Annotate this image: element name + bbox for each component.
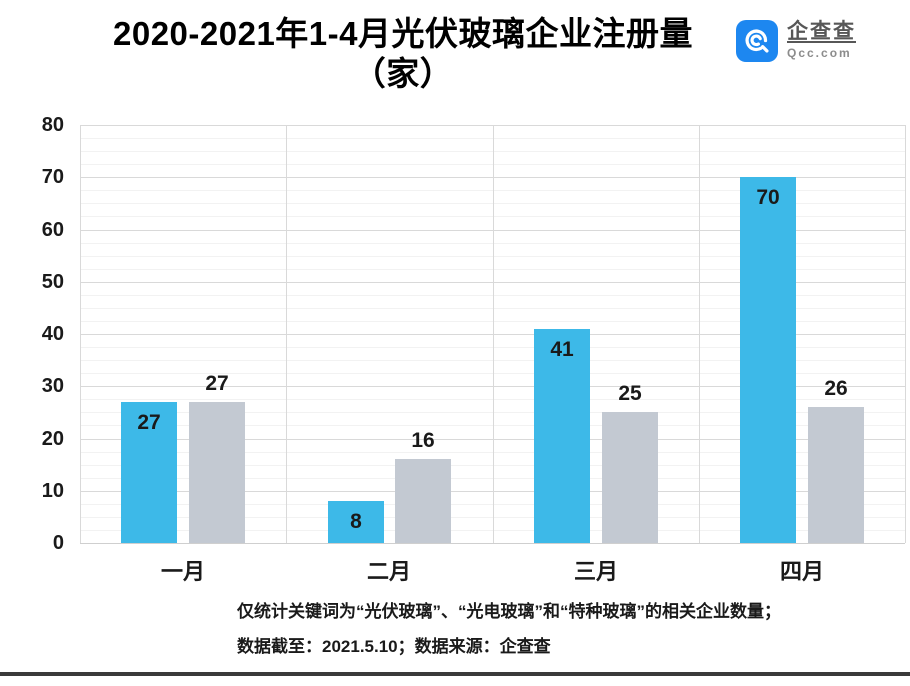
gridline-minor <box>80 478 905 479</box>
category-separator <box>905 125 906 543</box>
gridline-major <box>80 386 905 387</box>
x-axis-category-label: 一月 <box>160 559 205 584</box>
gridline-minor <box>80 216 905 217</box>
gridline-minor <box>80 465 905 466</box>
gridline-minor <box>80 452 905 453</box>
gridline-minor <box>80 308 905 309</box>
gridline-minor <box>80 504 905 505</box>
y-axis-tick-label: 30 <box>41 375 64 397</box>
gridline-minor <box>80 164 905 165</box>
footer-note-line2: 数据截至：2021.5.10；数据来源：企查查 <box>237 637 551 656</box>
gridline-minor <box>80 151 905 152</box>
category-separator <box>493 125 494 543</box>
gridline-minor <box>80 425 905 426</box>
bar-gray <box>395 459 451 543</box>
bar-value-label: 16 <box>411 429 435 452</box>
gridline-major <box>80 177 905 178</box>
bar-value-label: 41 <box>550 338 574 361</box>
bar-chart: 27 27 一月 8 16 二月 41 25 三月 70 26 四月 0 10 20 30 40 50 60 70 80 <box>41 114 906 584</box>
bar-gray <box>189 402 245 543</box>
bar-blue <box>534 329 590 543</box>
bottom-divider <box>0 672 910 676</box>
gridline-minor <box>80 269 905 270</box>
gridline-minor <box>80 517 905 518</box>
gridline-minor <box>80 530 905 531</box>
gridline-major <box>80 230 905 231</box>
gridline-minor <box>80 412 905 413</box>
gridline-minor <box>80 243 905 244</box>
y-axis-tick-label: 10 <box>41 480 64 502</box>
gridline-major <box>80 125 905 126</box>
footer-note-line1: 仅统计关键词为“光伏玻璃”、“光电玻璃”和“特种玻璃”的相关企业数量； <box>237 602 781 621</box>
qcc-logo-text: 企查查 Qcc.com <box>787 20 856 60</box>
category-separator <box>699 125 700 543</box>
bar-value-label: 27 <box>205 372 229 395</box>
gridline-major <box>80 439 905 440</box>
bar-value-label: 70 <box>756 186 780 209</box>
gridline-minor <box>80 295 905 296</box>
gridline-major <box>80 282 905 283</box>
bar-gray <box>808 407 864 543</box>
y-axis-tick-label: 20 <box>41 428 64 450</box>
gridline-major <box>80 491 905 492</box>
footer-notes: 仅统计关键词为“光伏玻璃”、“光电玻璃”和“特种玻璃”的相关企业数量； 数据截至… <box>237 594 897 664</box>
gridline-major <box>80 334 905 335</box>
page-title-line1: 2020-2021年1-4月光伏玻璃企业注册量 <box>112 15 693 52</box>
bar-blue <box>328 501 384 543</box>
bar-value-label: 27 <box>137 411 161 434</box>
category-separator <box>80 125 81 543</box>
gridline-minor <box>80 373 905 374</box>
gridline-minor <box>80 399 905 400</box>
gridline-minor <box>80 256 905 257</box>
y-axis-tick-label: 50 <box>41 271 64 293</box>
x-axis-category-label: 四月 <box>779 559 824 584</box>
bar-value-label: 26 <box>824 377 848 400</box>
category-separator <box>286 125 287 543</box>
qcc-logo-name: 企查查 <box>787 20 856 43</box>
bar-value-label: 8 <box>350 510 362 533</box>
y-axis-tick-label: 70 <box>41 166 64 188</box>
y-axis-tick-label: 0 <box>52 532 64 554</box>
gridline-minor <box>80 321 905 322</box>
page-title-line2: （家） <box>352 55 454 92</box>
bar-gray <box>602 412 658 543</box>
y-axis-tick-label: 80 <box>41 114 64 136</box>
x-axis-category-label: 三月 <box>573 559 618 584</box>
x-axis-line <box>80 543 905 544</box>
qcc-spiral-icon <box>736 20 778 62</box>
qcc-logo-domain: Qcc.com <box>787 46 852 60</box>
bar-blue <box>740 177 796 543</box>
gridline-minor <box>80 203 905 204</box>
bar-blue <box>121 402 177 543</box>
x-axis-category-label: 二月 <box>366 559 411 584</box>
gridline-minor <box>80 138 905 139</box>
gridline-minor <box>80 360 905 361</box>
page-title: 2020-2021年1-4月光伏玻璃企业注册量 （家） <box>0 14 806 94</box>
bar-value-label: 25 <box>618 382 642 405</box>
gridline-minor <box>80 347 905 348</box>
y-axis-tick-label: 40 <box>41 323 64 345</box>
y-axis-tick-label: 60 <box>41 219 64 241</box>
qcc-logo: 企查查 Qcc.com <box>736 20 856 62</box>
gridline-minor <box>80 190 905 191</box>
